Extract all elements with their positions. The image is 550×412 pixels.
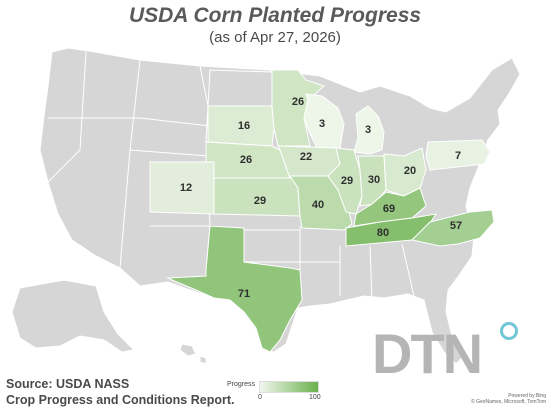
label-il: 29 — [341, 175, 353, 187]
state-oh — [383, 147, 427, 197]
label-nc: 57 — [450, 220, 462, 232]
legend-max-label: 100 — [309, 394, 321, 401]
legend-min-label: 0 — [258, 394, 262, 401]
label-mi: 3 — [365, 124, 371, 136]
label-mo: 40 — [312, 199, 324, 211]
state-nc — [410, 209, 495, 247]
label-co: 12 — [180, 182, 192, 194]
credit-line-1: Powered by Bing — [508, 393, 546, 399]
label-in: 30 — [368, 174, 380, 186]
label-mn: 26 — [292, 96, 304, 108]
map-title: USDA Corn Planted Progress — [128, 4, 422, 27]
map-credit: Powered by Bing © GeoNames, Microsoft, T… — [470, 393, 546, 405]
label-sd: 16 — [238, 120, 250, 132]
state-il — [327, 147, 363, 215]
source-line-1: Source: USDA NASS — [6, 377, 130, 391]
state-nd — [207, 69, 273, 107]
label-ks: 29 — [254, 195, 266, 207]
label-pa: 7 — [455, 150, 461, 162]
state-pa — [425, 139, 491, 171]
source-note: Source: USDA NASS Crop Progress and Cond… — [6, 376, 235, 408]
alaska-shape — [11, 279, 136, 353]
dtn-logo: DTN — [372, 322, 483, 385]
label-ky: 69 — [383, 203, 395, 215]
logo-accent-ring — [500, 322, 518, 340]
hawaii-shape — [179, 343, 207, 365]
label-tx: 71 — [238, 288, 250, 300]
label-ne: 26 — [240, 154, 252, 166]
source-line-2: Crop Progress and Conditions Report. — [6, 393, 235, 407]
state-mi — [353, 105, 385, 155]
state-tx — [166, 225, 303, 353]
legend-title: Progress — [227, 381, 256, 388]
label-ia: 22 — [300, 151, 312, 163]
label-oh: 20 — [404, 165, 416, 177]
label-tn: 80 — [377, 227, 389, 239]
credit-line-2: © GeoNames, Microsoft, TomTom — [471, 399, 546, 405]
label-wi: 3 — [319, 118, 325, 130]
map-subtitle: (as of Apr 27, 2026) — [209, 29, 341, 46]
legend-color-bar — [259, 381, 319, 393]
